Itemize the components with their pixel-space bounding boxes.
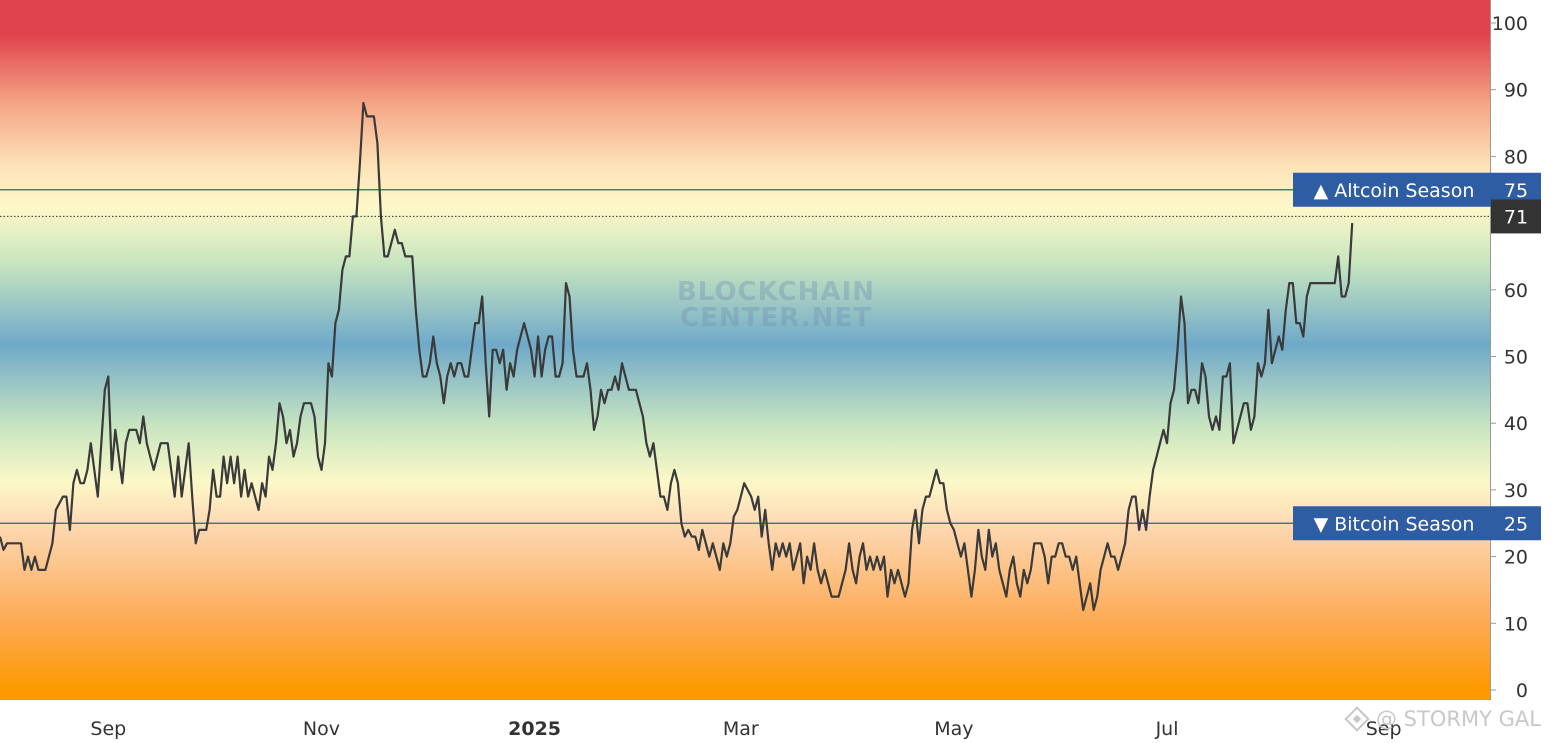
x-tick-label: May (934, 718, 973, 740)
watermark-line-1: BLOCKCHAIN (677, 277, 875, 307)
y-tick-label: 50 (1504, 347, 1528, 369)
x-axis-ticks: Sep Nov 2025 Mar May Jul Sep (90, 718, 1401, 740)
y-tick-label: 100 (1492, 13, 1528, 35)
x-tick-label: Sep (1366, 718, 1402, 740)
level-value-text: 75 (1504, 180, 1528, 202)
watermark: BLOCKCHAIN CENTER.NET (677, 277, 875, 333)
altcoin-season-index-line (0, 101, 1354, 612)
y-tick-label: 20 (1504, 547, 1528, 569)
y-tick-label: 80 (1504, 146, 1528, 168)
y-tick-label: 60 (1504, 280, 1528, 302)
level-value-text: 25 (1504, 513, 1528, 535)
season-gradient-background (0, 0, 1490, 700)
gradient-top-cap (0, 0, 1490, 23)
credit-text: @ STORMY GAL (1376, 707, 1541, 731)
y-tick-label: 40 (1504, 413, 1528, 435)
y-tick-label: 90 (1504, 80, 1528, 102)
season-label-badge (1293, 172, 1491, 207)
x-tick-label: Mar (723, 718, 759, 740)
x-tick-label: Nov (303, 718, 340, 740)
watermark-line-2: CENTER.NET (680, 303, 872, 333)
x-tick-label: 2025 (508, 718, 561, 740)
level-badges: ▲ Altcoin Season 75 ▼ Bitcoin Season 25 71 (1293, 172, 1541, 541)
x-tick-label: Jul (1155, 718, 1179, 740)
season-label-text: ▼ Bitcoin Season (1314, 513, 1475, 535)
y-tick-label: 30 (1504, 480, 1528, 502)
level-value-badge (1491, 506, 1541, 541)
season-label-text: ▲ Altcoin Season (1314, 180, 1475, 202)
reference-lines (0, 189, 1490, 524)
season-label-badge (1293, 506, 1491, 541)
y-axis-ticks: 0102030405060708090100 (1490, 13, 1528, 702)
current-value-badge (1491, 199, 1541, 234)
y-tick-label: 0 (1516, 680, 1528, 702)
y-tick-label: 10 (1504, 613, 1528, 635)
x-tick-label: Sep (90, 718, 126, 740)
current-value-text: 71 (1504, 206, 1528, 228)
